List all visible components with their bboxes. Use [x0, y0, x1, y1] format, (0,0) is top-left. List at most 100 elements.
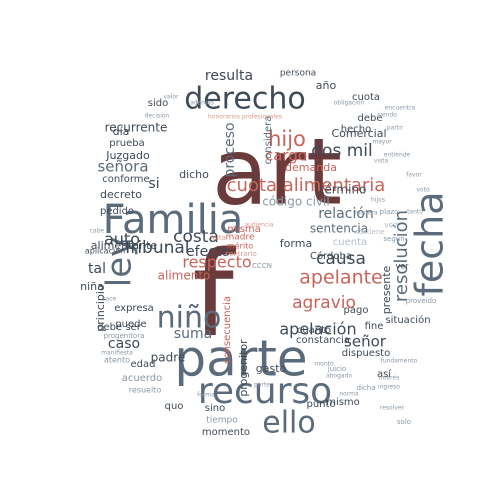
word-ingreso-120: ingreso	[378, 384, 400, 391]
word-si-33: si	[148, 176, 159, 192]
word-sostiene-92: sostiene	[355, 228, 384, 236]
word-resulta-24: resulta	[205, 68, 253, 84]
word-dia-51: día	[113, 125, 130, 138]
word-recurso-4: recurso	[198, 371, 332, 412]
word-hijo-12: hijo	[268, 127, 306, 151]
word-juicio-102: juicio	[327, 365, 346, 373]
word-obligacion-108: obligación	[334, 100, 365, 107]
word-hecho-43: hecho	[341, 124, 371, 135]
word-derecho-5: derecho	[184, 82, 306, 117]
word-fecha-7: fecha	[408, 191, 452, 296]
word-punto-80: punto	[306, 399, 335, 410]
word-costa-16: costa	[173, 227, 219, 247]
word-valor-107: valor	[163, 94, 179, 101]
word-sido-52: sido	[148, 98, 168, 109]
word-debe-ser-60: debe ser	[97, 322, 142, 333]
word-art-0: art	[212, 118, 342, 225]
word-caso-27: caso	[108, 336, 140, 352]
word-plazo-96: plazo	[380, 208, 399, 216]
word-fundamento-104: fundamento	[381, 358, 418, 365]
word-cuota-54: cuota	[352, 92, 380, 103]
word-nino-8: niño	[157, 301, 222, 336]
word-efecto-26: efecto	[186, 244, 230, 260]
word-parte-2: parte	[174, 330, 307, 388]
word-debe-44: debe	[358, 113, 383, 124]
word-cabe-117: cabe	[90, 228, 105, 235]
word-proceso-30: proceso	[222, 122, 238, 177]
word-contrario-89: contrario	[225, 250, 257, 258]
word-solo-100: solo	[397, 418, 411, 426]
word-cuanto-72: cuanto	[297, 325, 331, 336]
word-apelante-11: apelante	[299, 267, 383, 289]
word-persona-55: persona	[280, 69, 316, 79]
word-manera-116: manera	[354, 210, 377, 217]
word-encuentra-109: encuentra	[385, 105, 416, 112]
word-puede-62: puede	[115, 319, 146, 330]
word-dispuesto-73: dispuesto	[342, 348, 390, 359]
word-proveido-97: proveído	[406, 297, 437, 305]
word-relacion-25: relación	[318, 206, 374, 222]
word-acuerdo-64: acuerdo	[122, 373, 163, 384]
word-falta-114: falta	[210, 234, 226, 242]
word-voto-125: voto	[416, 187, 430, 194]
word-sentencia-31: sentencia	[310, 222, 368, 236]
word-mayor-124: mayor	[372, 139, 392, 146]
word-dos-mil-20: dos mil	[311, 141, 372, 161]
word-comercial-42: Comercial	[331, 127, 386, 140]
word-recurrente-38: recurrente	[105, 121, 168, 135]
word-forma-101: forma	[197, 392, 215, 399]
word-favor-112: favor	[406, 172, 422, 179]
word-quo-66: quo	[165, 401, 184, 412]
word-cordoba-83: Córdoba	[310, 250, 352, 262]
word-hijos-129: hijos	[371, 197, 385, 204]
word-causa-15: causa	[316, 249, 366, 269]
word-audiencia-115: audiencia	[244, 222, 273, 229]
word-norma-130: norma	[339, 391, 359, 398]
word-hace-118: hace	[102, 296, 117, 303]
word-forma-39: forma	[280, 237, 312, 250]
word-tiempo-68: tiempo	[206, 416, 238, 426]
word-alimentante-34: alimentante	[91, 239, 158, 252]
word-aplicacion-87: aplicación	[85, 246, 125, 256]
word-apelacion-19: apelación	[279, 320, 356, 339]
word-gasto-70: gasto	[256, 362, 287, 375]
word-alimento-35: alimento	[158, 269, 211, 283]
word-familia-3: Familia	[103, 197, 244, 243]
word-prueba-46: prueba	[109, 138, 144, 149]
word-asi-78: así	[377, 368, 392, 380]
word-fine-75: fine	[365, 321, 384, 332]
word-auto-21: auto	[104, 230, 140, 249]
word-juzgado-45: Juzgado	[105, 149, 150, 162]
word-respecto-18: respecto	[182, 253, 251, 272]
word-merito-86: mérito	[227, 241, 253, 251]
word-agravio-17: agravio	[292, 293, 356, 313]
word-constancia-71: constancia	[296, 335, 350, 346]
word-cuenta-40: cuenta	[333, 237, 367, 248]
word-resuelto-65: resuelto	[129, 386, 162, 395]
word-principio-59: principio	[94, 284, 107, 332]
word-senor-22: señor	[344, 333, 387, 351]
word-segun-95: según	[383, 235, 404, 243]
word-cargo-29: cargo	[265, 147, 307, 165]
word-ley-6: ley	[100, 237, 140, 288]
word-edad-63: edad	[131, 359, 156, 370]
word-dicho-50: dicho	[179, 168, 209, 181]
word-f-1: f	[192, 225, 236, 363]
word-tanto-119: tanto	[407, 209, 423, 216]
word-presente-77: presente	[380, 265, 393, 314]
word-nina-58: niña	[80, 280, 104, 293]
word-atento-88: atento	[104, 356, 130, 365]
word-partir-128: partir	[387, 125, 404, 132]
word-entiende-127: entiende	[384, 152, 411, 159]
word-pedido-49: pedido	[100, 206, 134, 217]
word-manifiesta-99: manifiesta	[101, 350, 133, 357]
word-demanda-41: demanda	[285, 161, 337, 174]
word-abogado-105: abogado	[326, 373, 352, 380]
word-vez-93: vez	[384, 221, 398, 230]
word-decreto-47: decreto	[100, 188, 142, 201]
word-misma-84: misma	[227, 224, 261, 235]
word-ver-94: ver	[396, 262, 410, 271]
word-madre-85: madre	[225, 233, 254, 243]
